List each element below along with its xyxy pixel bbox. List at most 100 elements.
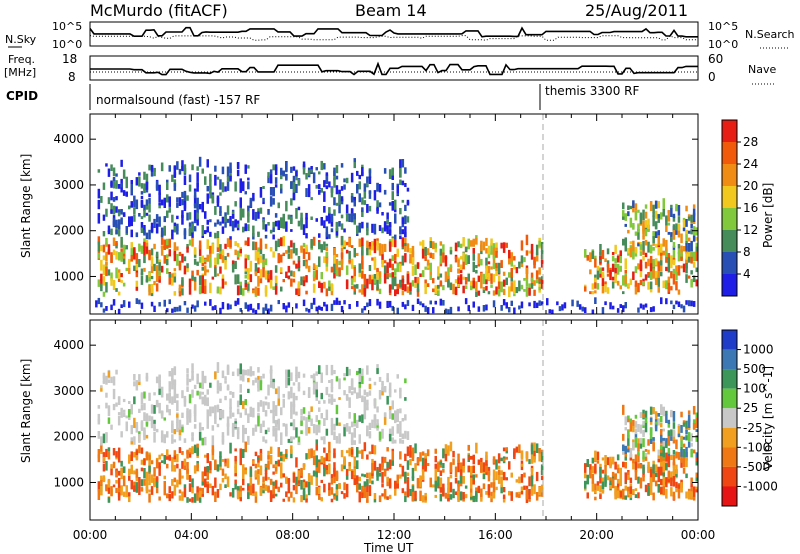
power-echo-cell — [143, 183, 146, 191]
power-echo-cell — [614, 273, 617, 284]
power-echo-cell — [193, 203, 197, 209]
power-echo-cell — [97, 188, 101, 199]
power-echo-cell — [292, 191, 296, 200]
power-echo-cell — [421, 270, 425, 277]
velocity-echo-cell — [269, 446, 273, 454]
velocity-echo-cell — [353, 387, 356, 394]
power-echo-cell — [97, 297, 101, 305]
velocity-echo-cell — [616, 467, 620, 474]
power-echo-cell — [274, 281, 278, 290]
velocity-echo-cell — [282, 498, 285, 502]
power-echo-cell — [186, 244, 189, 249]
power-echo-cell — [120, 209, 123, 215]
velocity-echo-cell — [110, 424, 113, 430]
velocity-echo-cell — [350, 432, 354, 443]
velocity-colorbar-tick-label: -1000 — [743, 479, 778, 493]
power-echo-cell — [472, 238, 475, 247]
velocity-echo-cell — [604, 455, 607, 464]
power-echo-cell — [386, 273, 389, 277]
power-echo-cell — [315, 184, 318, 189]
velocity-echo-cell — [406, 477, 410, 480]
power-echo-cell — [285, 221, 288, 232]
power-echo-cell — [350, 258, 354, 269]
velocity-echo-cell — [274, 460, 278, 465]
velocity-echo-cell — [475, 474, 478, 478]
power-echo-cell — [287, 275, 291, 279]
power-ylabel: Slant Range [km] — [19, 154, 33, 258]
velocity-echo-cell — [191, 433, 194, 440]
power-echo-cell — [145, 181, 149, 190]
velocity-echo-cell — [345, 450, 349, 454]
velocity-echo-cell — [171, 434, 174, 444]
velocity-echo-cell — [530, 444, 534, 455]
velocity-echo-cell — [439, 493, 443, 502]
velocity-echo-cell — [168, 371, 171, 377]
velocity-echo-cell — [378, 495, 382, 503]
velocity-echo-cell — [204, 478, 207, 488]
power-echo-cell — [198, 285, 202, 293]
velocity-echo-cell — [292, 436, 296, 440]
velocity-echo-cell — [649, 469, 653, 478]
power-echo-cell — [166, 238, 169, 250]
velocity-echo-cell — [160, 436, 164, 443]
power-echoes — [95, 156, 698, 314]
velocity-echo-cell — [406, 487, 410, 498]
power-echo-cell — [358, 193, 361, 203]
power-echo-cell — [533, 257, 536, 266]
velocity-echo-cell — [442, 469, 445, 473]
power-echo-cell — [690, 270, 693, 275]
velocity-echo-cell — [366, 479, 369, 487]
power-echo-cell — [153, 168, 156, 172]
velocity-echo-cell — [467, 444, 470, 451]
power-colorbar-tick-label: 28 — [743, 135, 758, 149]
velocity-echo-cell — [627, 471, 630, 478]
power-echo-cell — [660, 243, 663, 253]
power-echo-cell — [399, 169, 402, 178]
velocity-echo-cell — [343, 377, 346, 381]
power-echo-cell — [105, 262, 108, 265]
velocity-echo-cell — [358, 368, 361, 378]
velocity-echo-cell — [191, 375, 194, 381]
power-echo-cell — [115, 241, 118, 246]
velocity-echo-cell — [206, 409, 209, 414]
velocity-echo-cell — [662, 428, 665, 432]
power-echo-cell — [155, 214, 159, 223]
velocity-echo-cell — [378, 376, 382, 382]
power-echo-cell — [497, 281, 501, 292]
power-echo-cell — [338, 267, 341, 276]
power-echo-cell — [378, 184, 382, 193]
power-echo-cell — [363, 189, 367, 199]
power-echo-cell — [383, 189, 387, 195]
velocity-echo-cell — [264, 439, 268, 444]
velocity-echo-cell — [353, 427, 356, 438]
velocity-echo-cell — [416, 458, 420, 465]
velocity-echo-cell — [404, 491, 407, 496]
velocity-echo-cell — [614, 473, 617, 477]
velocity-echo-cell — [685, 473, 688, 479]
power-echo-cell — [193, 281, 197, 291]
power-echo-cell — [183, 175, 187, 185]
power-echo-cell — [312, 172, 316, 184]
power-echo-cell — [112, 279, 116, 290]
velocity-echo-cell — [644, 449, 648, 452]
velocity-echo-cell — [492, 489, 496, 499]
velocity-echo-cell — [140, 394, 144, 405]
power-echo-cell — [264, 285, 268, 293]
power-echo-cell — [160, 245, 164, 256]
velocity-echo-cell — [361, 395, 364, 403]
velocity-echo-cell — [254, 470, 258, 478]
velocity-echo-cell — [247, 413, 250, 423]
power-echo-cell — [634, 284, 638, 295]
power-echo-cell — [381, 244, 384, 255]
velocity-echo-cell — [130, 404, 133, 415]
power-echo-cell — [690, 249, 693, 257]
power-echo-cell — [328, 234, 331, 239]
power-echo-cell — [449, 266, 453, 273]
power-echo-cell — [302, 299, 306, 307]
power-echo-cell — [376, 240, 379, 251]
power-echo-cell — [105, 262, 108, 271]
power-echo-cell — [188, 228, 192, 236]
velocity-echo-cell — [622, 461, 625, 468]
power-echo-cell — [282, 213, 285, 220]
